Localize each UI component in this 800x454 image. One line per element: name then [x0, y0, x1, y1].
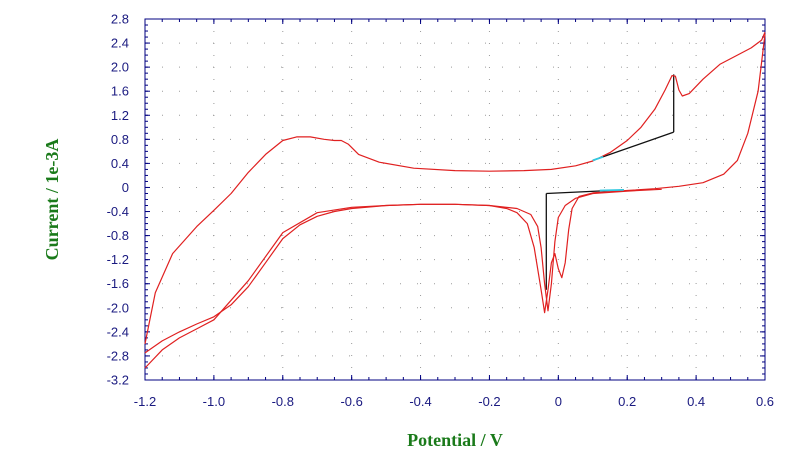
y-tick-label: -0.8 [107, 228, 129, 243]
grid-lines [145, 19, 765, 380]
y-tick-label: -1.2 [107, 252, 129, 267]
current-trace [144, 31, 766, 345]
y-tick-label: 2.4 [111, 36, 129, 51]
x-tick-label: 0.2 [618, 394, 636, 409]
data-series [144, 31, 766, 369]
highlight-segment [599, 189, 624, 192]
current-trace [144, 33, 766, 369]
x-tick-label: -0.4 [409, 394, 431, 409]
y-axis-title: Current / 1e-3A [42, 139, 62, 261]
y-tick-label: -2.4 [107, 324, 129, 339]
x-tick-label: -0.6 [340, 394, 362, 409]
current-trace [144, 188, 662, 354]
x-tick-label: -1.0 [203, 394, 225, 409]
x-tick-labels: -1.2 -1.0 -0.8 -0.6 -0.4 -0.2 0 0.2 0.4 0.6 [134, 394, 774, 409]
x-tick-label: 0.4 [687, 394, 705, 409]
y-tick-label: 1.2 [111, 108, 129, 123]
y-tick-label: -2.0 [107, 300, 129, 315]
y-tick-label: -0.4 [107, 204, 129, 219]
y-tick-label: 2.8 [111, 12, 129, 27]
x-tick-label: 0.6 [756, 394, 774, 409]
highlight-segment [592, 155, 604, 162]
y-tick-label: -2.8 [107, 348, 129, 363]
x-tick-label: 0 [555, 394, 562, 409]
y-tick-label: 0 [122, 180, 129, 195]
x-axis-title: Potential / V [407, 430, 503, 450]
y-tick-label: 2.0 [111, 60, 129, 75]
y-tick-label: -3.2 [107, 373, 129, 388]
baseline-segment [592, 131, 674, 162]
x-tick-label: -0.8 [272, 394, 294, 409]
highlight-segments [592, 155, 624, 192]
x-tick-label: -0.2 [478, 394, 500, 409]
y-tick-label: -1.6 [107, 276, 129, 291]
y-tick-label: 0.8 [111, 132, 129, 147]
x-tick-label: -1.2 [134, 394, 156, 409]
axis-ticks [144, 18, 766, 381]
y-tick-labels: 2.8 2.4 2.0 1.6 1.2 0.8 0.4 0 -0.4 -0.8 -1.2 -1.6 -2… [107, 12, 129, 388]
plot-area-frame [144, 18, 766, 381]
y-tick-label: 1.6 [111, 84, 129, 99]
y-tick-label: 0.4 [111, 156, 129, 171]
